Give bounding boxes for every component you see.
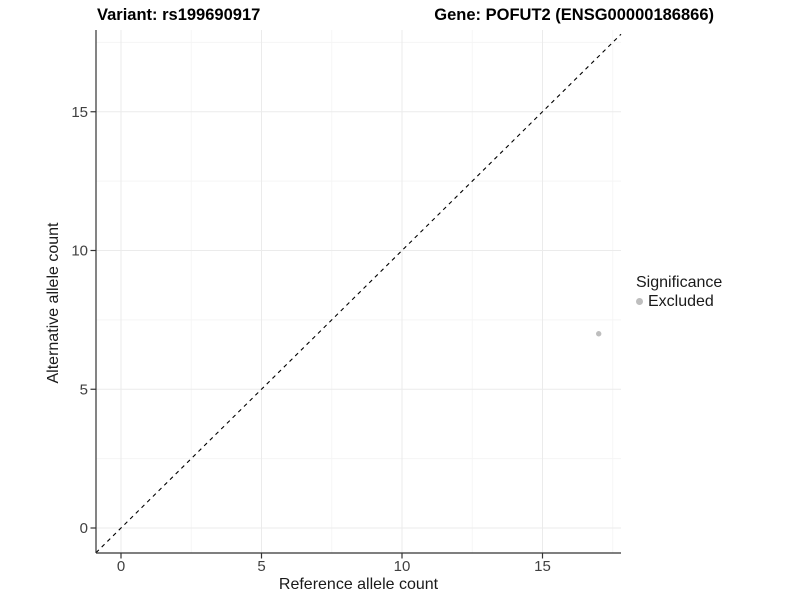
- legend-title: Significance: [636, 274, 723, 291]
- identity-line: [95, 33, 622, 554]
- x-tick-label: 5: [257, 558, 265, 575]
- data-points: [596, 331, 602, 337]
- y-tick-label: 0: [80, 520, 88, 537]
- x-tick-label: 10: [394, 558, 411, 575]
- x-tick-label: 15: [534, 558, 551, 575]
- legend-item-excluded: Excluded: [636, 292, 722, 311]
- y-tick-label: 5: [80, 381, 88, 398]
- gridlines-major: [96, 30, 621, 553]
- plot-title-variant: Variant: rs199690917: [97, 6, 261, 24]
- axis-tick-labels: 0 5 10 15 0 5 10 15: [71, 104, 551, 575]
- y-tick-label: 15: [71, 104, 88, 121]
- legend-items: Excluded: [636, 292, 722, 311]
- data-point-excluded: [596, 331, 602, 337]
- legend: Significance Excluded: [636, 273, 722, 311]
- axis-ticks: [90, 111, 544, 559]
- legend-item-label: Excluded: [648, 293, 714, 310]
- x-tick-label: 0: [117, 558, 125, 575]
- legend-point-icon: [636, 298, 643, 305]
- gridlines-minor: [96, 30, 621, 553]
- axis-lines: [95, 30, 621, 554]
- y-tick-label: 10: [71, 243, 88, 260]
- x-axis-title: Reference allele count: [278, 576, 439, 593]
- plot-title-gene: Gene: POFUT2 (ENSG00000186866): [434, 6, 714, 24]
- identity-dashed-line: [95, 33, 622, 554]
- y-axis-title: Alternative allele count: [45, 222, 62, 384]
